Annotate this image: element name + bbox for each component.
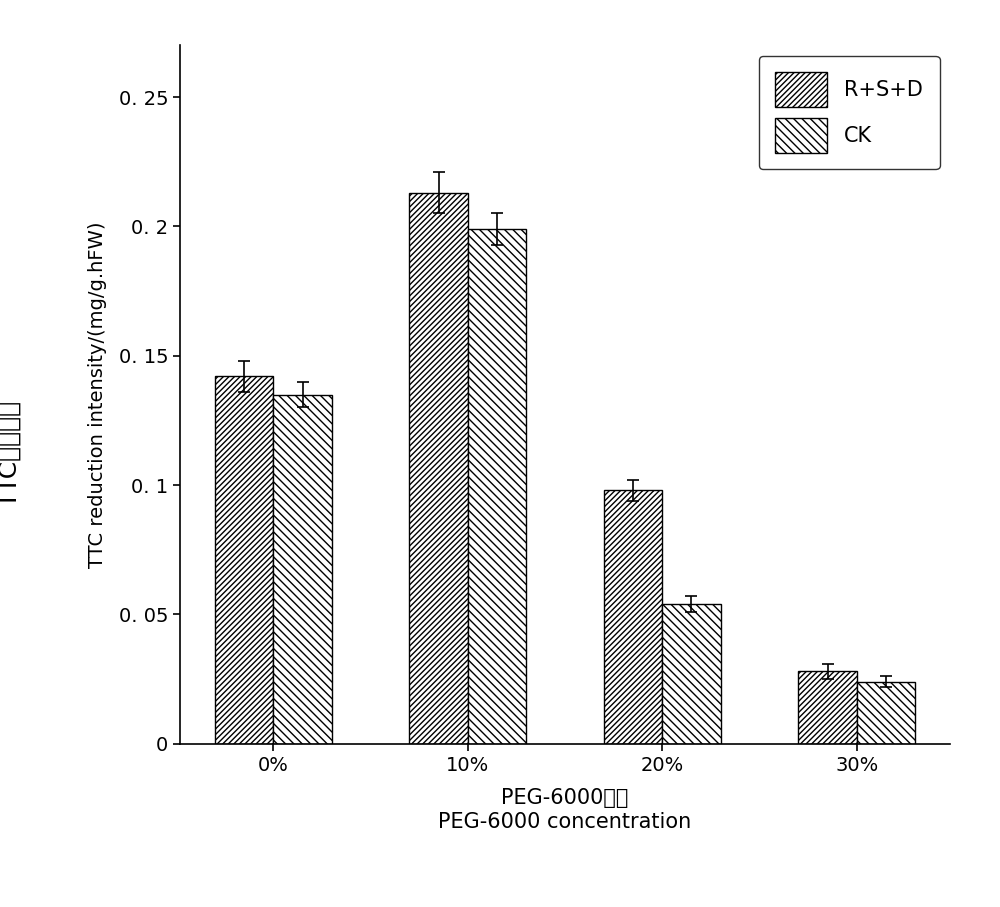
- Y-axis label: TTC reduction intensity/(mg/g.hFW): TTC reduction intensity/(mg/g.hFW): [88, 221, 107, 568]
- X-axis label: PEG-6000浓度
PEG-6000 concentration: PEG-6000浓度 PEG-6000 concentration: [438, 788, 692, 832]
- Bar: [798, 671, 857, 744]
- Legend: R+S+D, CK: R+S+D, CK: [759, 55, 940, 170]
- Bar: [215, 376, 273, 744]
- Bar: [857, 682, 915, 744]
- Bar: [273, 395, 332, 744]
- Text: TTC还原强度: TTC还原强度: [0, 400, 22, 507]
- Bar: [409, 193, 468, 744]
- Bar: [662, 604, 721, 744]
- Bar: [468, 229, 526, 744]
- Bar: [604, 491, 662, 744]
